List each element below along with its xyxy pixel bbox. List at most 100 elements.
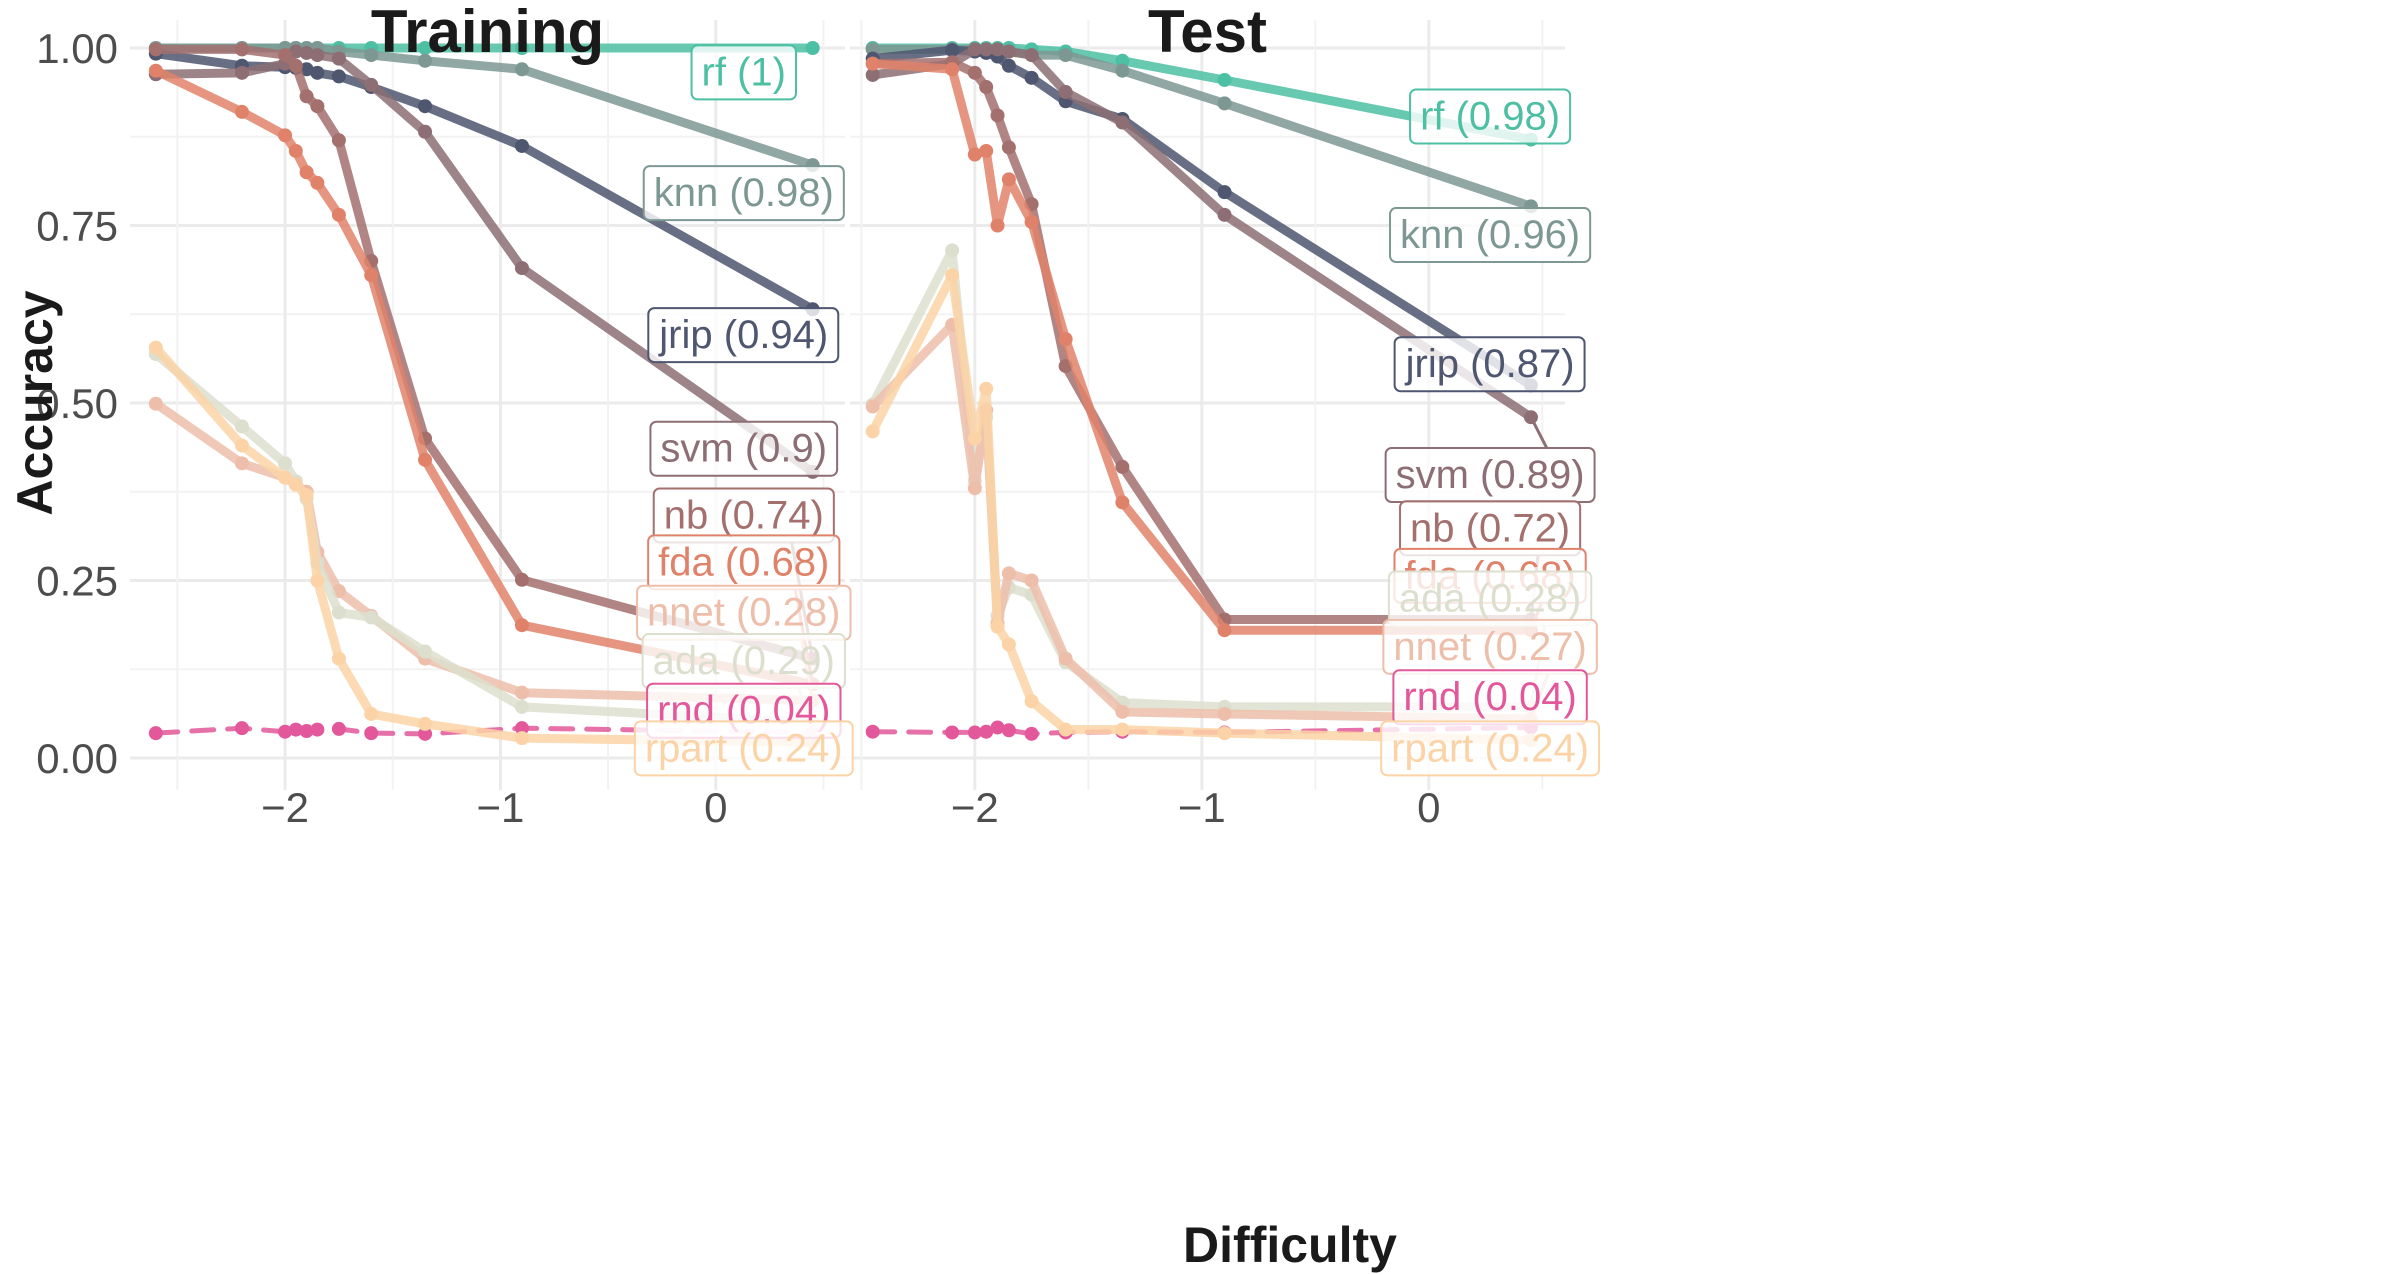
x-tick-label: −2 — [951, 784, 999, 831]
data-point-svm — [1024, 48, 1039, 63]
x-tick-label: −1 — [1178, 784, 1226, 831]
y-tick-label: 0.75 — [36, 203, 118, 250]
end-label-box — [1380, 720, 1601, 777]
end-label-text: knn (0.98) — [654, 171, 834, 215]
data-point-rnd — [967, 725, 982, 740]
data-point-rf — [418, 41, 433, 55]
data-point-nnet — [1001, 566, 1016, 581]
data-point-rnd — [288, 722, 303, 737]
end-label-rf: rf (1) — [690, 44, 797, 101]
data-point-nnet — [514, 685, 529, 700]
data-point-svm — [310, 48, 325, 63]
data-point-svm — [990, 42, 1005, 57]
end-label-rpart: rpart (0.24) — [633, 720, 854, 777]
y-axis-title: Accuracy — [7, 290, 63, 515]
axis-layer: −2 −1 0 Training −2 −1 0 Test 0.00 0.25 0.50 0.75 1.… — [7, 0, 1440, 1273]
data-point-rnd — [945, 725, 960, 740]
data-point-ada — [234, 419, 249, 434]
data-point-rf — [1115, 53, 1130, 68]
data-point-nb — [1115, 459, 1130, 474]
end-label-text: ada (0.28) — [1399, 577, 1581, 621]
data-point-fda — [234, 104, 249, 119]
data-point-rpart — [288, 477, 303, 492]
data-point-rf — [805, 41, 820, 55]
series-fda — [148, 63, 820, 692]
end-label-text: rf (1) — [702, 50, 786, 94]
end-label-rf: rf (0.98) — [1409, 88, 1572, 145]
data-point-rpart — [299, 488, 314, 503]
data-point-fda — [1058, 332, 1073, 347]
end-label-svm: svm (0.89) — [1384, 416, 1596, 503]
end-label-ada: ada (0.29) — [641, 633, 846, 724]
data-point-nb — [331, 133, 346, 148]
end-label-nb: nb (0.72) — [1399, 500, 1582, 620]
data-point-ada — [945, 243, 960, 258]
data-point-rpart — [234, 438, 249, 453]
data-point-fda — [364, 268, 379, 283]
data-point-rf — [514, 41, 529, 55]
data-point-rnd — [148, 726, 163, 741]
data-point-jrip — [1217, 185, 1232, 200]
data-point-rpart — [979, 381, 994, 396]
end-label-box — [633, 720, 854, 777]
data-point-rpart — [1217, 726, 1232, 741]
data-point-fda — [865, 56, 880, 71]
end-label-text: nnet (0.27) — [1393, 625, 1586, 669]
end-label-nb: nb (0.74) — [652, 487, 835, 659]
data-point-rf — [1217, 72, 1232, 87]
data-point-rnd — [234, 721, 249, 736]
end-label-text: jrip (0.94) — [658, 313, 828, 357]
end-label-nnet: nnet (0.28) — [636, 584, 852, 701]
data-point-svm — [967, 42, 982, 57]
data-point-jrip — [331, 69, 346, 84]
end-label-rnd: rnd (0.04) — [1392, 669, 1588, 726]
data-point-knn — [1217, 96, 1232, 111]
panel-title: Training — [371, 0, 604, 65]
data-point-rpart — [990, 619, 1005, 634]
data-point-nb — [299, 89, 314, 104]
y-tick-label: 0.00 — [36, 735, 118, 782]
data-point-svm — [979, 42, 994, 57]
data-point-nnet — [1115, 704, 1130, 719]
data-point-ada — [331, 605, 346, 620]
data-point-fda — [1001, 172, 1016, 187]
end-label-box — [1409, 88, 1572, 145]
end-label-knn: knn (0.96) — [1389, 207, 1592, 264]
data-point-rpart — [865, 424, 880, 439]
end-label-svm: svm (0.9) — [649, 420, 839, 477]
data-point-fda — [990, 218, 1005, 233]
end-label-text: rf (0.98) — [1420, 94, 1560, 138]
data-point-nnet — [865, 399, 880, 414]
data-point-rnd — [310, 722, 325, 737]
data-point-jrip — [1001, 58, 1016, 73]
data-point-knn — [364, 48, 379, 63]
data-point-rpart — [1115, 722, 1130, 737]
data-point-rpart — [418, 716, 433, 731]
data-point-fda — [514, 618, 529, 633]
end-label-box — [649, 420, 839, 477]
data-point-nb — [514, 572, 529, 587]
data-point-rpart — [1024, 694, 1039, 709]
data-point-ada — [278, 456, 293, 471]
data-point-svm — [1115, 115, 1130, 130]
data-point-rnd — [990, 720, 1005, 735]
data-point-nnet — [234, 456, 249, 471]
end-label-box — [1393, 336, 1586, 393]
data-point-nb — [979, 80, 994, 95]
data-point-rnd — [514, 721, 529, 736]
y-tick-label: 0.50 — [36, 380, 118, 427]
data-point-svm — [364, 77, 379, 92]
end-label-text: rpart (0.24) — [645, 726, 843, 770]
data-point-rnd — [331, 721, 346, 736]
data-point-rnd — [865, 724, 880, 739]
data-point-rpart — [1001, 637, 1016, 652]
data-point-svm — [299, 45, 314, 60]
data-point-nb — [288, 58, 303, 73]
data-point-fda — [979, 143, 994, 158]
data-point-rpart — [945, 268, 960, 283]
data-point-rpart — [514, 731, 529, 746]
x-tick-label: 0 — [1417, 784, 1440, 831]
end-label-knn: knn (0.98) — [642, 165, 845, 222]
data-point-rpart — [331, 651, 346, 666]
end-label-jrip: jrip (0.94) — [647, 307, 840, 364]
